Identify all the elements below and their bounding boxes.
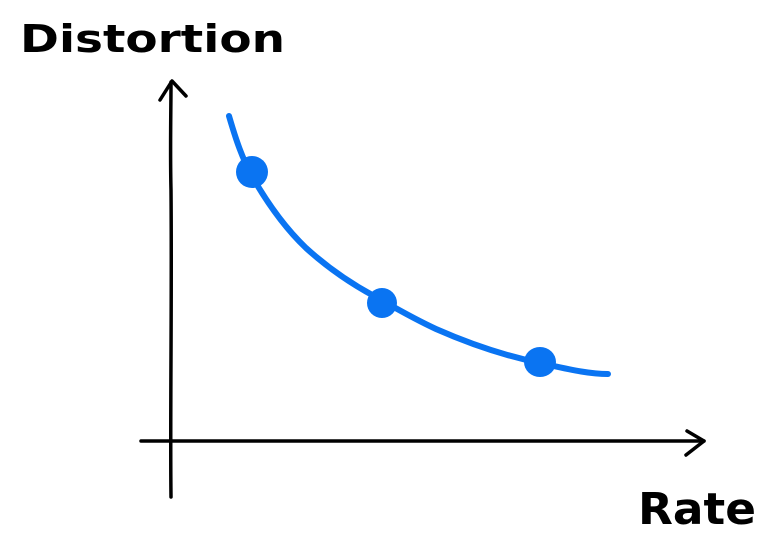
- curve-point-1: [236, 156, 268, 188]
- tradeoff-curve: [226, 113, 611, 377]
- x-axis-label: Rate: [638, 484, 756, 533]
- x-axis-arrowhead: [684, 429, 706, 457]
- curve-point-3: [524, 347, 556, 377]
- y-axis-label: Distortion: [20, 17, 285, 61]
- tradeoff-curve-group: [226, 113, 611, 377]
- curve-point-2: [367, 288, 397, 318]
- y-axis-arrowhead: [158, 79, 188, 102]
- x-axis: [139, 429, 706, 457]
- y-axis: [158, 79, 188, 499]
- y-axis-line: [168, 80, 174, 499]
